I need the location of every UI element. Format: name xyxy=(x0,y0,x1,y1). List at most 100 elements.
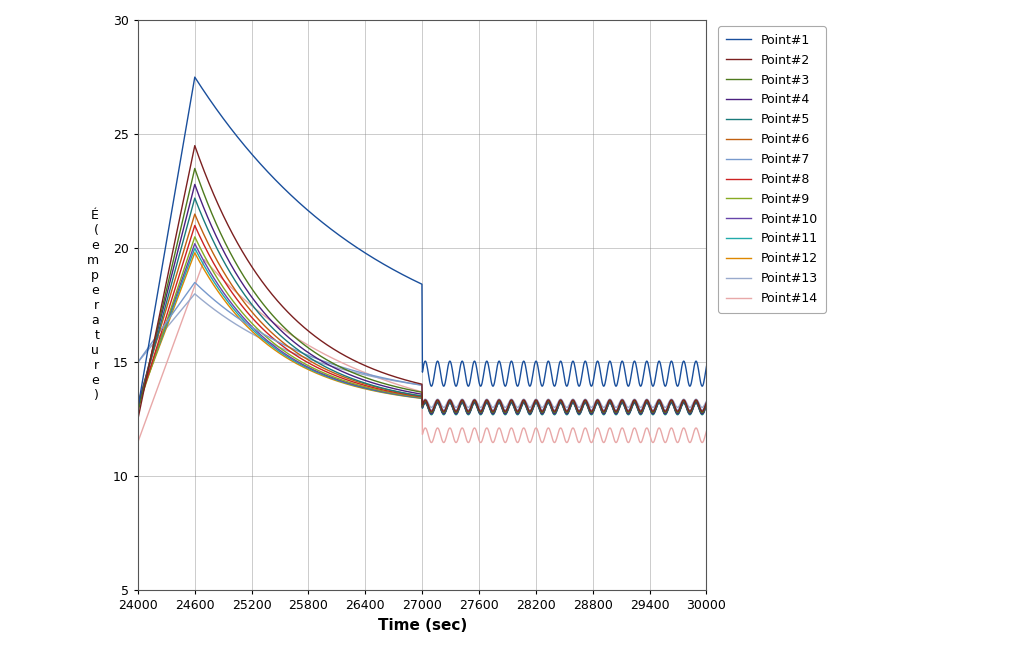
Point#7 xyxy=(132,358,144,366)
Point#3 xyxy=(228,256,241,264)
Point#9 xyxy=(700,400,712,408)
Y-axis label: É
(
e
m
p
e
r
a
t
u
r
e
): É ( e m p e r a t u r e ) xyxy=(87,209,99,402)
Point#7 xyxy=(671,406,684,414)
Point#3 xyxy=(208,214,220,222)
Point#1 xyxy=(443,358,455,366)
Line: Point#2: Point#2 xyxy=(138,146,706,419)
Point#10 xyxy=(431,399,443,406)
Point#3 xyxy=(132,408,144,416)
Point#9 xyxy=(228,299,241,307)
Point#6 xyxy=(378,386,391,393)
Point#4 xyxy=(132,404,144,411)
Point#11 xyxy=(188,244,200,252)
Point#14 xyxy=(431,424,443,432)
Point#13 xyxy=(228,319,241,327)
Point#13 xyxy=(188,290,200,297)
Point#6 xyxy=(132,399,144,407)
Point#5 xyxy=(188,194,200,202)
Point#13 xyxy=(431,395,443,403)
Point#10 xyxy=(228,303,241,310)
Line: Point#10: Point#10 xyxy=(138,244,706,413)
Point#7 xyxy=(324,360,336,367)
Point#4 xyxy=(700,400,712,408)
Point#11 xyxy=(671,410,684,417)
Point#11 xyxy=(378,389,391,397)
Point#5 xyxy=(431,400,443,408)
Point#1 xyxy=(378,261,391,269)
Point#9 xyxy=(208,268,220,276)
Point#2 xyxy=(324,343,336,351)
Point#5 xyxy=(324,365,336,373)
Point#2 xyxy=(378,369,391,377)
Point#13 xyxy=(700,397,712,405)
Point#3 xyxy=(188,165,200,172)
Point#4 xyxy=(228,266,241,274)
Point#10 xyxy=(208,274,220,282)
Point#6 xyxy=(228,284,241,292)
Point#14 xyxy=(443,425,455,433)
X-axis label: Time (sec): Time (sec) xyxy=(377,618,467,633)
Point#6 xyxy=(671,410,684,417)
Point#14 xyxy=(700,427,712,435)
Point#11 xyxy=(228,306,241,314)
Point#13 xyxy=(132,358,144,366)
Line: Point#12: Point#12 xyxy=(138,253,706,413)
Legend: Point#1, Point#2, Point#3, Point#4, Point#5, Point#6, Point#7, Point#8, Point#9,: Point#1, Point#2, Point#3, Point#4, Poin… xyxy=(719,27,825,312)
Point#4 xyxy=(443,399,455,407)
Point#11 xyxy=(431,399,443,406)
Point#7 xyxy=(431,397,443,405)
Point#7 xyxy=(208,295,220,303)
Point#2 xyxy=(228,233,241,241)
Point#5 xyxy=(378,385,391,393)
Point#9 xyxy=(324,371,336,379)
Point#10 xyxy=(700,400,712,408)
Point#1 xyxy=(324,224,336,232)
Line: Point#5: Point#5 xyxy=(138,198,706,415)
Point#6 xyxy=(431,399,443,406)
Point#2 xyxy=(700,399,712,406)
Point#7 xyxy=(188,279,200,286)
Point#8 xyxy=(700,400,712,408)
Point#12 xyxy=(700,400,712,408)
Point#9 xyxy=(443,399,455,407)
Point#10 xyxy=(132,399,144,407)
Line: Point#1: Point#1 xyxy=(138,77,706,408)
Point#11 xyxy=(132,399,144,407)
Point#2 xyxy=(132,415,144,423)
Point#9 xyxy=(431,399,443,406)
Point#8 xyxy=(208,260,220,268)
Point#4 xyxy=(208,227,220,235)
Point#14 xyxy=(228,286,241,294)
Point#6 xyxy=(188,210,200,218)
Point#1 xyxy=(188,73,200,81)
Point#5 xyxy=(132,404,144,411)
Point#5 xyxy=(671,411,684,419)
Point#12 xyxy=(671,410,684,417)
Point#3 xyxy=(700,400,712,408)
Line: Point#13: Point#13 xyxy=(138,294,706,408)
Point#11 xyxy=(208,277,220,285)
Point#5 xyxy=(208,238,220,246)
Line: Point#6: Point#6 xyxy=(138,214,706,413)
Point#14 xyxy=(198,256,211,264)
Point#10 xyxy=(324,373,336,380)
Point#2 xyxy=(443,397,455,404)
Point#3 xyxy=(378,380,391,388)
Point#11 xyxy=(324,374,336,382)
Point#11 xyxy=(443,399,455,407)
Line: Point#11: Point#11 xyxy=(138,248,706,413)
Line: Point#9: Point#9 xyxy=(138,237,706,413)
Point#1 xyxy=(700,362,712,370)
Point#14 xyxy=(324,353,336,361)
Point#4 xyxy=(431,399,443,406)
Point#5 xyxy=(443,400,455,408)
Point#1 xyxy=(431,358,443,365)
Point#12 xyxy=(208,281,220,289)
Point#7 xyxy=(443,398,455,406)
Point#8 xyxy=(671,410,684,417)
Point#12 xyxy=(431,399,443,406)
Point#1 xyxy=(132,404,144,411)
Point#10 xyxy=(378,388,391,396)
Point#6 xyxy=(208,251,220,259)
Line: Point#7: Point#7 xyxy=(138,283,706,410)
